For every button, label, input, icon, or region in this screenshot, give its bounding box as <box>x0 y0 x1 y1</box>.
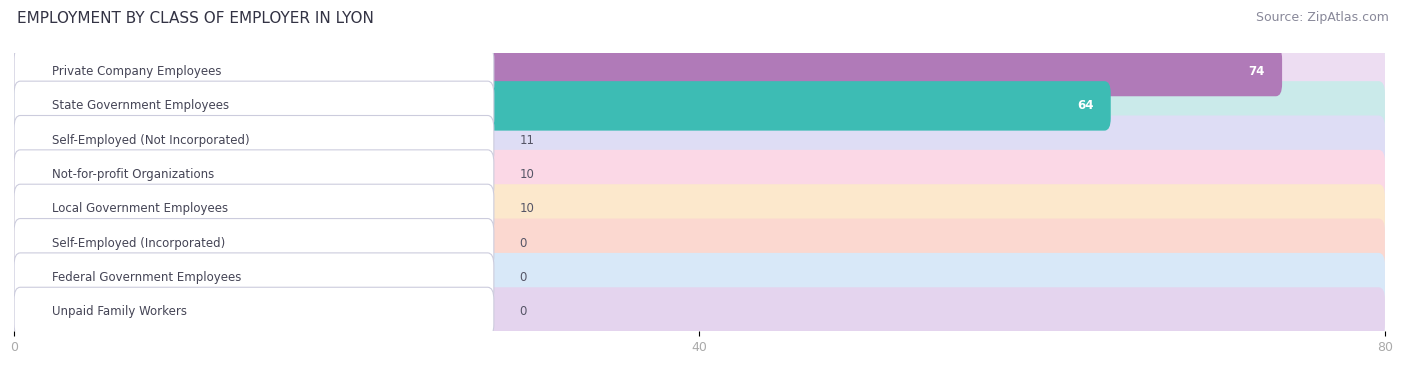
Text: Private Company Employees: Private Company Employees <box>52 65 222 78</box>
Text: EMPLOYMENT BY CLASS OF EMPLOYER IN LYON: EMPLOYMENT BY CLASS OF EMPLOYER IN LYON <box>17 11 374 26</box>
FancyBboxPatch shape <box>14 115 202 165</box>
Text: Federal Government Employees: Federal Government Employees <box>52 271 242 284</box>
FancyBboxPatch shape <box>14 243 1385 312</box>
FancyBboxPatch shape <box>14 81 1385 130</box>
FancyBboxPatch shape <box>14 184 186 233</box>
FancyBboxPatch shape <box>14 47 1385 96</box>
FancyBboxPatch shape <box>14 115 494 165</box>
FancyBboxPatch shape <box>14 37 1385 106</box>
Text: Unpaid Family Workers: Unpaid Family Workers <box>52 305 187 318</box>
FancyBboxPatch shape <box>14 184 1385 233</box>
FancyBboxPatch shape <box>14 287 494 337</box>
FancyBboxPatch shape <box>14 81 494 130</box>
Text: 10: 10 <box>520 168 534 181</box>
FancyBboxPatch shape <box>14 71 1385 140</box>
Text: Local Government Employees: Local Government Employees <box>52 202 229 215</box>
Text: 74: 74 <box>1249 65 1265 78</box>
FancyBboxPatch shape <box>14 174 1385 243</box>
FancyBboxPatch shape <box>14 221 25 266</box>
FancyBboxPatch shape <box>14 218 494 268</box>
FancyBboxPatch shape <box>14 218 1385 268</box>
FancyBboxPatch shape <box>14 277 1385 346</box>
FancyBboxPatch shape <box>14 47 494 96</box>
FancyBboxPatch shape <box>14 209 1385 277</box>
FancyBboxPatch shape <box>14 290 25 334</box>
FancyBboxPatch shape <box>14 150 494 199</box>
FancyBboxPatch shape <box>14 184 494 233</box>
Text: Source: ZipAtlas.com: Source: ZipAtlas.com <box>1256 11 1389 24</box>
FancyBboxPatch shape <box>14 150 1385 199</box>
FancyBboxPatch shape <box>14 81 1111 130</box>
FancyBboxPatch shape <box>14 150 186 199</box>
FancyBboxPatch shape <box>14 287 1385 337</box>
Text: 64: 64 <box>1077 99 1094 112</box>
Text: Self-Employed (Incorporated): Self-Employed (Incorporated) <box>52 237 226 250</box>
Text: Not-for-profit Organizations: Not-for-profit Organizations <box>52 168 215 181</box>
Text: 0: 0 <box>520 271 527 284</box>
FancyBboxPatch shape <box>14 253 1385 302</box>
Text: 0: 0 <box>520 237 527 250</box>
FancyBboxPatch shape <box>14 255 25 300</box>
Text: 10: 10 <box>520 202 534 215</box>
Text: 11: 11 <box>520 134 534 147</box>
Text: Self-Employed (Not Incorporated): Self-Employed (Not Incorporated) <box>52 134 250 147</box>
Text: State Government Employees: State Government Employees <box>52 99 229 112</box>
FancyBboxPatch shape <box>14 47 1282 96</box>
FancyBboxPatch shape <box>14 106 1385 174</box>
Text: 0: 0 <box>520 305 527 318</box>
FancyBboxPatch shape <box>14 140 1385 209</box>
FancyBboxPatch shape <box>14 253 494 302</box>
FancyBboxPatch shape <box>14 115 1385 165</box>
